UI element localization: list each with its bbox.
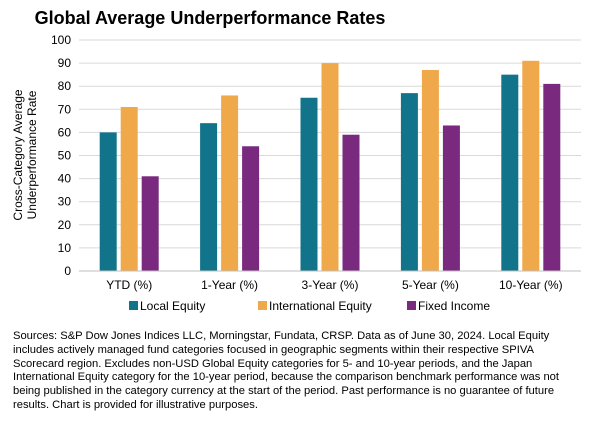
legend-swatch xyxy=(258,301,267,310)
y-tick-label: 50 xyxy=(58,149,72,163)
y-tick-label: 80 xyxy=(58,79,72,93)
legend-swatch xyxy=(129,301,138,310)
legend-label: Local Equity xyxy=(140,299,205,313)
y-tick-label: 10 xyxy=(58,241,72,255)
y-tick-label: 60 xyxy=(58,125,72,139)
legend-swatch xyxy=(407,301,416,310)
bar-international-equity xyxy=(120,106,138,272)
y-tick-label: 70 xyxy=(58,102,72,116)
y-tick-label: 90 xyxy=(58,56,72,70)
bar-fixed-income xyxy=(141,176,159,271)
y-tick-label: 100 xyxy=(51,33,71,47)
bar-local-equity xyxy=(300,97,318,271)
bar-fixed-income xyxy=(543,83,561,271)
x-tick-label: YTD (%) xyxy=(106,278,152,292)
bar-fixed-income xyxy=(442,125,460,271)
x-tick-label: 3-Year (%) xyxy=(302,278,359,292)
bar-fixed-income xyxy=(242,146,260,271)
legend-label: Fixed Income xyxy=(418,299,490,313)
bar-local-equity xyxy=(400,93,418,271)
x-tick-label: 5-Year (%) xyxy=(402,278,459,292)
y-axis-label-line-2: Underperformance Rate xyxy=(25,90,39,219)
bar-local-equity xyxy=(200,123,218,271)
y-tick-label: 0 xyxy=(64,264,71,278)
y-axis-label-line-1: Cross-Category Average xyxy=(11,89,25,221)
legend-label: International Equity xyxy=(269,299,372,313)
bar-fixed-income xyxy=(342,134,360,271)
chart-title: Global Average Underperformance Rates xyxy=(34,8,386,28)
bar-international-equity xyxy=(321,63,339,271)
bar-international-equity xyxy=(221,95,239,271)
x-tick-label: 10-Year (%) xyxy=(499,278,563,292)
bar-international-equity xyxy=(522,60,540,271)
bar-international-equity xyxy=(421,70,439,271)
bar-chart: 0 10 20 30 40 50 60 70 80 90 100 YTD (%) 1-Year (%) 3… xyxy=(11,33,581,313)
y-tick-label: 40 xyxy=(58,172,72,186)
bar-local-equity xyxy=(99,132,117,271)
x-tick-label: 1-Year (%) xyxy=(201,278,258,292)
y-tick-label: 30 xyxy=(58,195,72,209)
y-tick-label: 20 xyxy=(58,218,72,232)
source-note: Sources: S&P Dow Jones Indices LLC, Morn… xyxy=(13,330,560,411)
bar-local-equity xyxy=(501,74,519,272)
